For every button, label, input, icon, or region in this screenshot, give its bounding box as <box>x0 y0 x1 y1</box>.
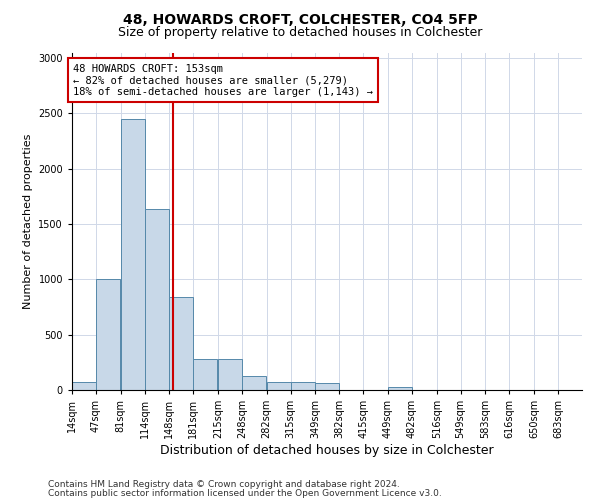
Bar <box>242 376 266 390</box>
Bar <box>267 382 290 390</box>
Text: 48 HOWARDS CROFT: 153sqm
← 82% of detached houses are smaller (5,279)
18% of sem: 48 HOWARDS CROFT: 153sqm ← 82% of detach… <box>73 64 373 97</box>
Bar <box>145 208 169 390</box>
Bar <box>96 280 120 390</box>
Text: 48, HOWARDS CROFT, COLCHESTER, CO4 5FP: 48, HOWARDS CROFT, COLCHESTER, CO4 5FP <box>122 12 478 26</box>
X-axis label: Distribution of detached houses by size in Colchester: Distribution of detached houses by size … <box>160 444 494 457</box>
Text: Contains public sector information licensed under the Open Government Licence v3: Contains public sector information licen… <box>48 488 442 498</box>
Bar <box>316 384 340 390</box>
Bar <box>121 119 145 390</box>
Bar <box>193 359 217 390</box>
Bar <box>388 386 412 390</box>
Bar <box>72 382 96 390</box>
Y-axis label: Number of detached properties: Number of detached properties <box>23 134 32 309</box>
Text: Size of property relative to detached houses in Colchester: Size of property relative to detached ho… <box>118 26 482 39</box>
Bar <box>290 382 314 390</box>
Text: Contains HM Land Registry data © Crown copyright and database right 2024.: Contains HM Land Registry data © Crown c… <box>48 480 400 489</box>
Bar <box>169 297 193 390</box>
Bar <box>218 359 242 390</box>
